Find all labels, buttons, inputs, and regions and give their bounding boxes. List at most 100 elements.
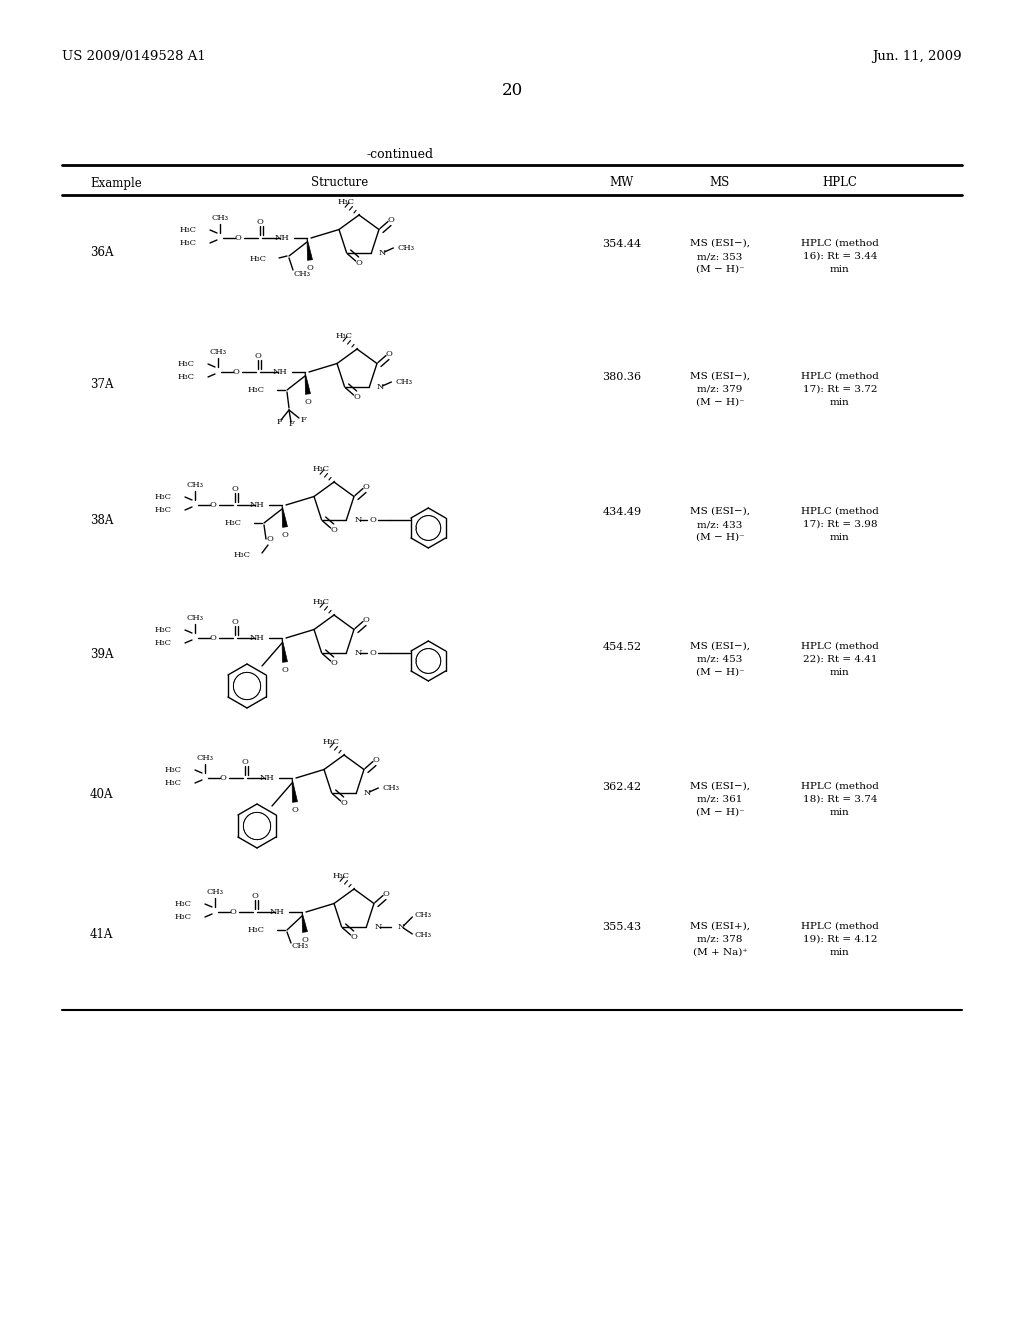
- Text: O: O: [340, 799, 347, 807]
- Text: 19): Rt = 4.12: 19): Rt = 4.12: [803, 935, 878, 944]
- Text: O: O: [350, 933, 357, 941]
- Text: CH₃: CH₃: [207, 888, 223, 896]
- Text: O: O: [232, 368, 240, 376]
- Text: HPLC (method: HPLC (method: [801, 372, 879, 381]
- Text: O: O: [231, 484, 239, 492]
- Text: 434.49: 434.49: [602, 507, 642, 517]
- Text: 37A: 37A: [90, 379, 114, 392]
- Text: MW: MW: [610, 177, 634, 190]
- Text: O: O: [362, 615, 370, 623]
- Text: H₃C: H₃C: [178, 374, 195, 381]
- Text: H₃C: H₃C: [165, 766, 182, 774]
- Text: H₃C: H₃C: [250, 255, 267, 263]
- Text: m/z: 379: m/z: 379: [697, 385, 742, 393]
- Text: m/z: 378: m/z: 378: [697, 935, 742, 944]
- Text: MS (ESI−),: MS (ESI−),: [690, 372, 750, 381]
- Text: CH₃: CH₃: [415, 931, 431, 939]
- Text: H₃C: H₃C: [313, 465, 330, 473]
- Text: H₃C: H₃C: [178, 360, 195, 368]
- Text: 38A: 38A: [90, 513, 114, 527]
- Text: m/z: 353: m/z: 353: [697, 252, 742, 261]
- Text: 39A: 39A: [90, 648, 114, 661]
- Text: NH: NH: [269, 908, 285, 916]
- Text: CH₃: CH₃: [186, 614, 204, 622]
- Text: H₃C: H₃C: [336, 333, 353, 341]
- Text: (M − H)⁻: (M − H)⁻: [695, 668, 744, 677]
- Text: MS (ESI+),: MS (ESI+),: [690, 921, 750, 931]
- Text: CH₃: CH₃: [210, 348, 226, 356]
- Text: N: N: [397, 923, 404, 931]
- Text: (M + Na)⁺: (M + Na)⁺: [692, 948, 748, 957]
- Text: HPLC: HPLC: [822, 177, 857, 190]
- Text: O: O: [383, 890, 389, 898]
- Text: NH: NH: [260, 774, 274, 781]
- Text: MS (ESI−),: MS (ESI−),: [690, 642, 750, 651]
- Text: min: min: [830, 808, 850, 817]
- Text: CH₃: CH₃: [292, 942, 309, 950]
- Text: H₃C: H₃C: [175, 900, 193, 908]
- Polygon shape: [282, 638, 288, 663]
- Text: NH: NH: [250, 502, 264, 510]
- Text: H₃C: H₃C: [180, 239, 197, 247]
- Text: N: N: [364, 789, 371, 797]
- Text: 454.52: 454.52: [602, 642, 642, 652]
- Text: O: O: [266, 535, 273, 543]
- Text: O: O: [385, 350, 392, 358]
- Polygon shape: [305, 372, 310, 395]
- Text: O: O: [362, 483, 370, 491]
- Text: N: N: [377, 383, 384, 391]
- Text: O: O: [234, 234, 242, 242]
- Text: F: F: [300, 416, 306, 424]
- Text: HPLC (method: HPLC (method: [801, 507, 879, 516]
- Text: O: O: [370, 516, 377, 524]
- Text: NH: NH: [274, 234, 290, 242]
- Text: F: F: [288, 420, 294, 428]
- Text: min: min: [830, 948, 850, 957]
- Text: H₃C: H₃C: [248, 927, 265, 935]
- Text: NH: NH: [250, 634, 264, 642]
- Text: MS (ESI−),: MS (ESI−),: [690, 507, 750, 516]
- Text: m/z: 361: m/z: 361: [697, 795, 742, 804]
- Text: CH₃: CH₃: [415, 911, 431, 919]
- Text: O: O: [292, 807, 298, 814]
- Text: 18): Rt = 3.74: 18): Rt = 3.74: [803, 795, 878, 804]
- Text: CH₃: CH₃: [294, 271, 311, 279]
- Text: min: min: [830, 265, 850, 275]
- Text: O: O: [231, 618, 239, 626]
- Text: O: O: [210, 634, 216, 642]
- Text: NH: NH: [272, 368, 288, 376]
- Text: HPLC (method: HPLC (method: [801, 781, 879, 791]
- Text: (M − H)⁻: (M − H)⁻: [695, 265, 744, 275]
- Text: O: O: [242, 758, 249, 766]
- Text: H₃C: H₃C: [165, 779, 182, 787]
- Text: O: O: [255, 352, 261, 360]
- Text: CH₃: CH₃: [395, 378, 413, 385]
- Text: MS (ESI−),: MS (ESI−),: [690, 781, 750, 791]
- Text: O: O: [257, 218, 263, 226]
- Text: N: N: [378, 249, 386, 257]
- Text: O: O: [301, 936, 308, 944]
- Text: Jun. 11, 2009: Jun. 11, 2009: [872, 50, 962, 63]
- Text: 380.36: 380.36: [602, 372, 642, 381]
- Text: O: O: [304, 399, 311, 407]
- Text: H₃C: H₃C: [180, 226, 197, 234]
- Text: H₃C: H₃C: [155, 626, 172, 634]
- Polygon shape: [302, 912, 307, 932]
- Text: O: O: [373, 755, 380, 763]
- Text: O: O: [229, 908, 237, 916]
- Text: 22): Rt = 4.41: 22): Rt = 4.41: [803, 655, 878, 664]
- Text: O: O: [252, 892, 258, 900]
- Text: HPLC (method: HPLC (method: [801, 642, 879, 651]
- Text: H₃C: H₃C: [155, 492, 172, 502]
- Text: min: min: [830, 533, 850, 543]
- Text: O: O: [330, 525, 337, 535]
- Text: 41A: 41A: [90, 928, 114, 941]
- Text: Structure: Structure: [311, 177, 369, 190]
- Text: 17): Rt = 3.98: 17): Rt = 3.98: [803, 520, 878, 529]
- Text: HPLC (method: HPLC (method: [801, 921, 879, 931]
- Text: -continued: -continued: [367, 148, 433, 161]
- Text: min: min: [830, 668, 850, 677]
- Text: O: O: [330, 659, 337, 667]
- Text: min: min: [830, 399, 850, 407]
- Text: O: O: [306, 264, 313, 272]
